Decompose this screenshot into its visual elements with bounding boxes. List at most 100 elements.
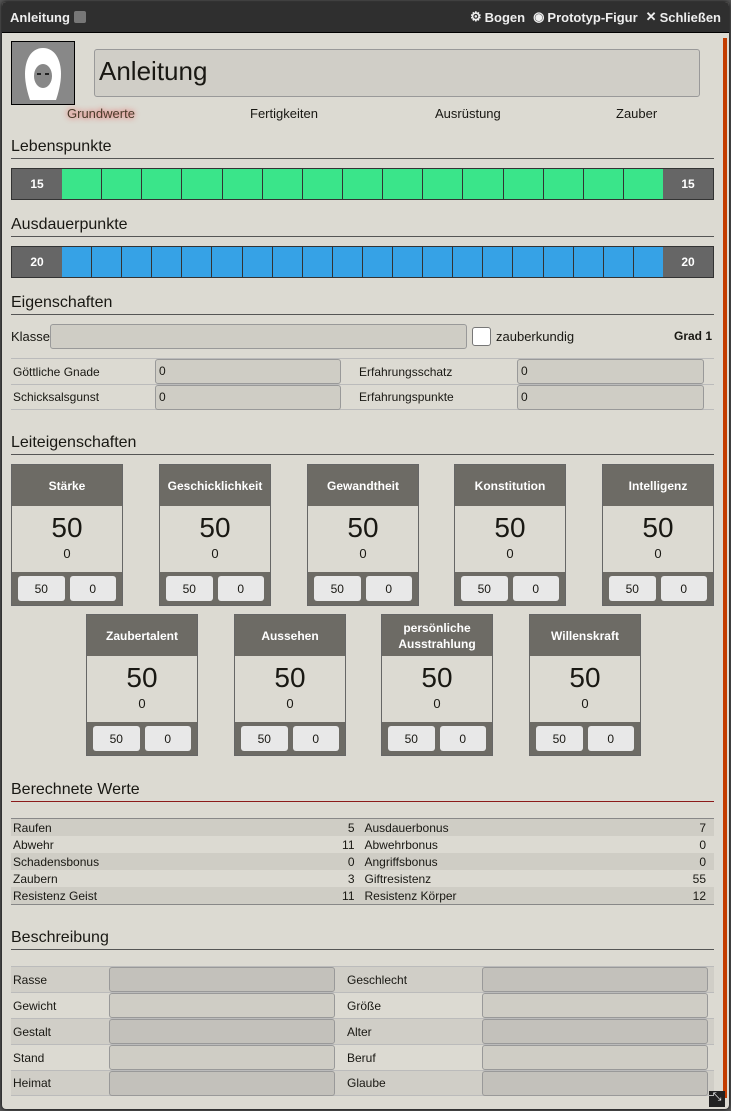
bar-cell[interactable] bbox=[603, 247, 634, 277]
calc-value: 0 bbox=[347, 854, 355, 869]
character-name-input[interactable]: Anleitung bbox=[94, 49, 700, 97]
close-button[interactable]: ✕ Schließen bbox=[646, 9, 721, 25]
field-input[interactable] bbox=[109, 1019, 335, 1044]
prototype-token-button[interactable]: ◉ Prototyp-Figur bbox=[533, 9, 638, 25]
field-label: Alter bbox=[347, 1024, 372, 1039]
stat-name: Aussehen bbox=[235, 615, 345, 656]
bar-cell[interactable] bbox=[423, 169, 464, 199]
bar-cell[interactable] bbox=[152, 247, 183, 277]
stat-base-input[interactable]: 50 bbox=[461, 576, 508, 601]
bar-cell[interactable] bbox=[453, 247, 484, 277]
tab-grundwerte[interactable]: Grundwerte bbox=[67, 106, 135, 121]
erfahrungsschatz-input[interactable]: 0 bbox=[517, 359, 704, 384]
bar-cell[interactable] bbox=[272, 247, 303, 277]
ap-current: 20 bbox=[12, 247, 62, 277]
stat-base-input[interactable]: 50 bbox=[388, 726, 435, 751]
ap-cells[interactable] bbox=[62, 247, 663, 277]
bar-cell[interactable] bbox=[212, 247, 243, 277]
stat-mod-input[interactable]: 0 bbox=[365, 576, 412, 601]
tab-zauber[interactable]: Zauber bbox=[616, 106, 658, 121]
field-input[interactable] bbox=[482, 967, 708, 992]
bar-cell[interactable] bbox=[302, 169, 343, 199]
tab-fertigkeiten[interactable]: Fertigkeiten bbox=[250, 106, 318, 121]
stat-mod-input[interactable]: 0 bbox=[439, 726, 486, 751]
field-input[interactable] bbox=[482, 1045, 708, 1070]
stat-base-input[interactable]: 50 bbox=[18, 576, 65, 601]
id-badge-icon[interactable] bbox=[73, 11, 86, 23]
bar-cell[interactable] bbox=[623, 169, 664, 199]
bar-cell[interactable] bbox=[393, 247, 424, 277]
stat-bonus: 0 bbox=[211, 546, 219, 561]
user-circle-icon: ◉ bbox=[533, 9, 545, 24]
bar-cell[interactable] bbox=[513, 247, 544, 277]
bar-cell[interactable] bbox=[383, 169, 424, 199]
erfahrungspunkte-input[interactable]: 0 bbox=[517, 384, 704, 410]
bar-cell[interactable] bbox=[92, 247, 123, 277]
bar-cell[interactable] bbox=[242, 247, 273, 277]
scrollbar[interactable] bbox=[723, 38, 727, 1098]
bar-cell[interactable] bbox=[62, 247, 93, 277]
stat-mod-input[interactable]: 0 bbox=[292, 726, 339, 751]
close-label: Schließen bbox=[659, 9, 721, 25]
bar-cell[interactable] bbox=[122, 247, 153, 277]
bar-cell[interactable] bbox=[583, 169, 624, 199]
stat-value: 50 bbox=[51, 512, 83, 543]
bar-cell[interactable] bbox=[362, 247, 394, 277]
bar-cell[interactable] bbox=[302, 247, 333, 277]
ausdauerpunkte-bar[interactable]: 20 20 bbox=[11, 246, 714, 278]
bar-cell[interactable] bbox=[62, 169, 103, 199]
bar-cell[interactable] bbox=[543, 247, 574, 277]
bar-cell[interactable] bbox=[182, 247, 213, 277]
sheet-config-button[interactable]: ⚙ Bogen bbox=[470, 9, 525, 25]
bar-cell[interactable] bbox=[483, 247, 514, 277]
stat-base-input[interactable]: 50 bbox=[166, 576, 213, 601]
bar-cell[interactable] bbox=[342, 169, 384, 199]
field-input[interactable] bbox=[482, 993, 708, 1018]
field-label: Stand bbox=[13, 1050, 45, 1065]
stat-base-input[interactable]: 50 bbox=[93, 726, 140, 751]
bar-cell[interactable] bbox=[463, 169, 504, 199]
field-input[interactable] bbox=[482, 1070, 708, 1096]
window-titlebar[interactable]: Anleitung ⚙ Bogen ◉ Prototyp-Figur ✕ Schlie… bbox=[2, 2, 729, 33]
avatar[interactable] bbox=[11, 41, 75, 105]
stat-mod-input[interactable]: 0 bbox=[587, 726, 634, 751]
stat-mod-input[interactable]: 0 bbox=[144, 726, 191, 751]
stat-base-input[interactable]: 50 bbox=[536, 726, 583, 751]
field-input[interactable] bbox=[109, 1070, 335, 1096]
bar-cell[interactable] bbox=[102, 169, 143, 199]
stat-mod-input[interactable]: 0 bbox=[69, 576, 116, 601]
calc-label: Zaubern bbox=[13, 871, 58, 886]
field-input[interactable] bbox=[109, 1045, 335, 1070]
stat-base-input[interactable]: 50 bbox=[314, 576, 361, 601]
stat-mod-input[interactable]: 0 bbox=[512, 576, 559, 601]
klasse-input[interactable] bbox=[50, 324, 467, 349]
bar-cell[interactable] bbox=[262, 169, 303, 199]
bar-cell[interactable] bbox=[182, 169, 223, 199]
zauberkundig-checkbox[interactable] bbox=[472, 327, 491, 346]
field-input[interactable] bbox=[482, 1019, 708, 1044]
lebenspunkte-bar[interactable]: 15 15 bbox=[11, 168, 714, 200]
stat-base-input[interactable]: 50 bbox=[609, 576, 656, 601]
stat-bonus: 0 bbox=[433, 696, 441, 711]
calc-cell: Zaubern 3 bbox=[11, 872, 363, 886]
stat-mod-input[interactable]: 0 bbox=[660, 576, 707, 601]
hp-cells[interactable] bbox=[62, 169, 664, 199]
bar-cell[interactable] bbox=[503, 169, 544, 199]
field-input[interactable] bbox=[109, 967, 335, 992]
stat-mod-input[interactable]: 0 bbox=[217, 576, 264, 601]
bar-cell[interactable] bbox=[573, 247, 604, 277]
goettliche-gnade-input[interactable]: 0 bbox=[155, 359, 341, 384]
tab-ausruestung[interactable]: Ausrüstung bbox=[435, 106, 501, 121]
bar-cell[interactable] bbox=[142, 169, 183, 199]
bar-cell[interactable] bbox=[423, 247, 454, 277]
stat-bonus: 0 bbox=[506, 546, 514, 561]
field-input[interactable] bbox=[109, 993, 335, 1018]
stat-inputs: 50 0 bbox=[160, 572, 270, 605]
bar-cell[interactable] bbox=[332, 247, 363, 277]
stat-base-input[interactable]: 50 bbox=[241, 726, 288, 751]
bar-cell[interactable] bbox=[222, 169, 263, 199]
bar-cell[interactable] bbox=[543, 169, 584, 199]
bar-cell[interactable] bbox=[633, 247, 663, 277]
schicksalsgunst-input[interactable]: 0 bbox=[155, 384, 341, 410]
